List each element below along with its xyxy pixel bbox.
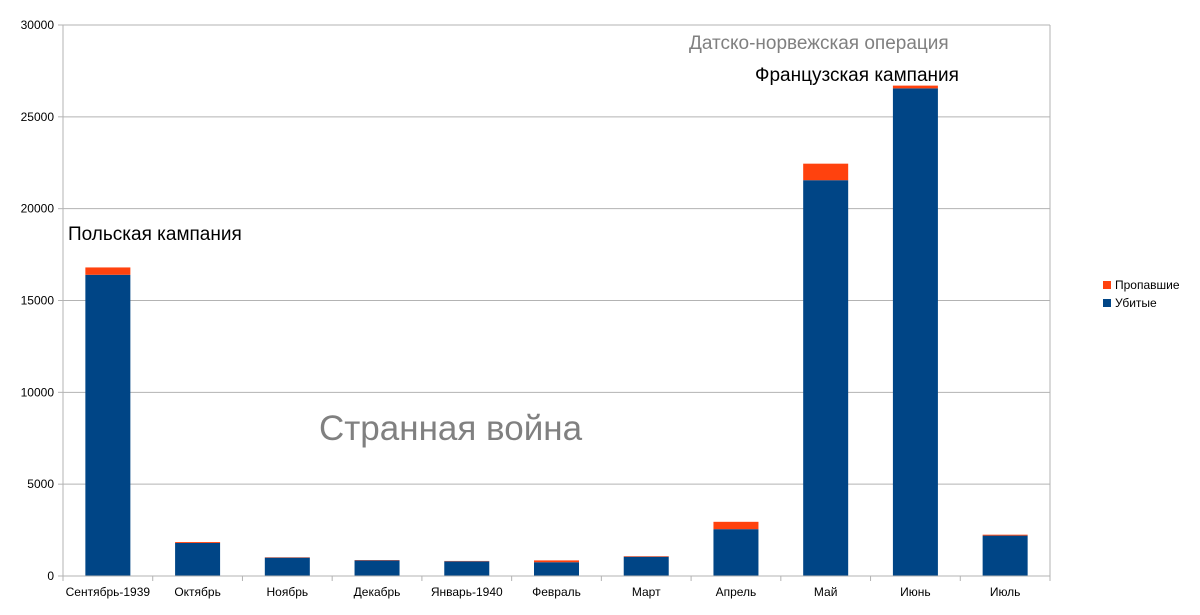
gridlines — [63, 24, 1051, 577]
bar-missing — [713, 521, 759, 530]
legend-swatch-missing — [1103, 281, 1111, 289]
bar-killed — [175, 542, 221, 576]
x-tick-label: Декабрь — [354, 585, 401, 599]
bar-missing — [85, 267, 131, 275]
y-tick-label: 15000 — [21, 294, 55, 308]
bar-killed — [85, 274, 131, 576]
bar-killed — [354, 560, 400, 576]
bar-killed — [803, 180, 849, 576]
bars — [85, 85, 1028, 577]
annotation-polish-campaign: Польская кампания — [68, 224, 242, 245]
x-tick-label: Июнь — [900, 585, 931, 599]
bar-killed — [713, 529, 759, 576]
legend-swatch-killed — [1103, 299, 1111, 307]
x-tick-label: Ноябрь — [266, 585, 308, 599]
x-tick-labels: Сентябрь-1939 Октябрь Ноябрь Декабрь Январь-… — [66, 585, 1021, 599]
y-tick-label: 30000 — [21, 18, 55, 32]
x-tick-label: Июль — [990, 585, 1021, 599]
legend-label-missing: Пропавшие — [1115, 278, 1180, 292]
x-tick-label: Май — [814, 585, 838, 599]
bar-missing — [534, 560, 579, 563]
bar-missing — [982, 534, 1028, 536]
x-tick-label: Март — [632, 585, 661, 599]
x-tick-label: Апрель — [716, 585, 757, 599]
bar-missing — [623, 556, 669, 557]
bar-killed — [982, 535, 1028, 576]
axes — [58, 24, 1051, 581]
bar-killed — [892, 88, 938, 577]
bar-killed — [444, 561, 490, 576]
x-tick-label: Февраль — [532, 585, 581, 599]
y-tick-label: 0 — [47, 569, 54, 583]
y-tick-label: 25000 — [21, 110, 55, 124]
annotation-norwegian-operation: Датско-норвежская операция — [689, 33, 949, 54]
bar-killed — [264, 557, 310, 576]
x-tick-label: Сентябрь-1939 — [66, 585, 151, 599]
y-tick-labels: 0 5000 10000 15000 20000 25000 30000 — [21, 18, 55, 583]
bar-missing — [892, 85, 938, 89]
annotation-phoney-war: Странная война — [319, 409, 583, 448]
x-tick-label: Октябрь — [174, 585, 221, 599]
bar-killed — [534, 562, 579, 576]
y-tick-label: 10000 — [21, 385, 55, 399]
y-tick-label: 5000 — [27, 477, 54, 491]
bar-missing — [175, 542, 221, 543]
bar-killed — [623, 556, 669, 576]
legend: Пропавшие Убитые — [1103, 278, 1180, 310]
y-tick-label: 20000 — [21, 202, 55, 216]
annotation-french-campaign: Французская кампания — [755, 65, 959, 86]
legend-label-killed: Убитые — [1115, 296, 1157, 310]
bar-missing — [803, 163, 849, 181]
x-tick-label: Январь-1940 — [431, 585, 503, 599]
